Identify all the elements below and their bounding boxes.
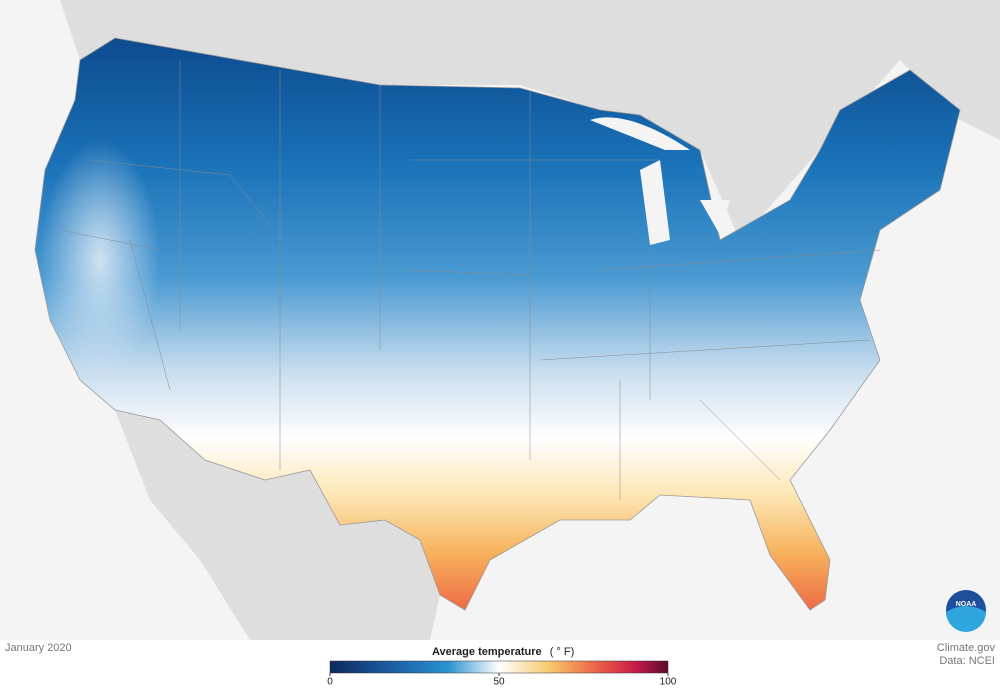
great-lakes [590,117,730,245]
west-coast-mild [40,140,160,380]
scale-tick-label: 0 [327,677,333,688]
noaa-logo: NOAA [946,590,986,632]
color-scale-ticks: 0 50 100 [327,673,677,688]
data-credit: Data: NCEI [939,655,995,667]
logo-wave [946,606,986,632]
legend-heading: Average temperature ( ° F) [432,646,574,658]
contiguous-us [34,37,961,611]
state-borders [59,60,881,500]
canada [0,0,1000,240]
source-credit: Climate.gov [937,642,996,654]
legend-unit: ( ° F) [550,646,575,658]
scale-tick-label: 100 [660,677,677,688]
logo-text: NOAA [956,601,977,608]
legend-title: Average temperature [432,646,542,658]
color-scale [329,660,669,674]
mexico [115,410,440,640]
date-label: January 2020 [5,642,72,654]
scale-tick-label: 50 [493,677,505,688]
